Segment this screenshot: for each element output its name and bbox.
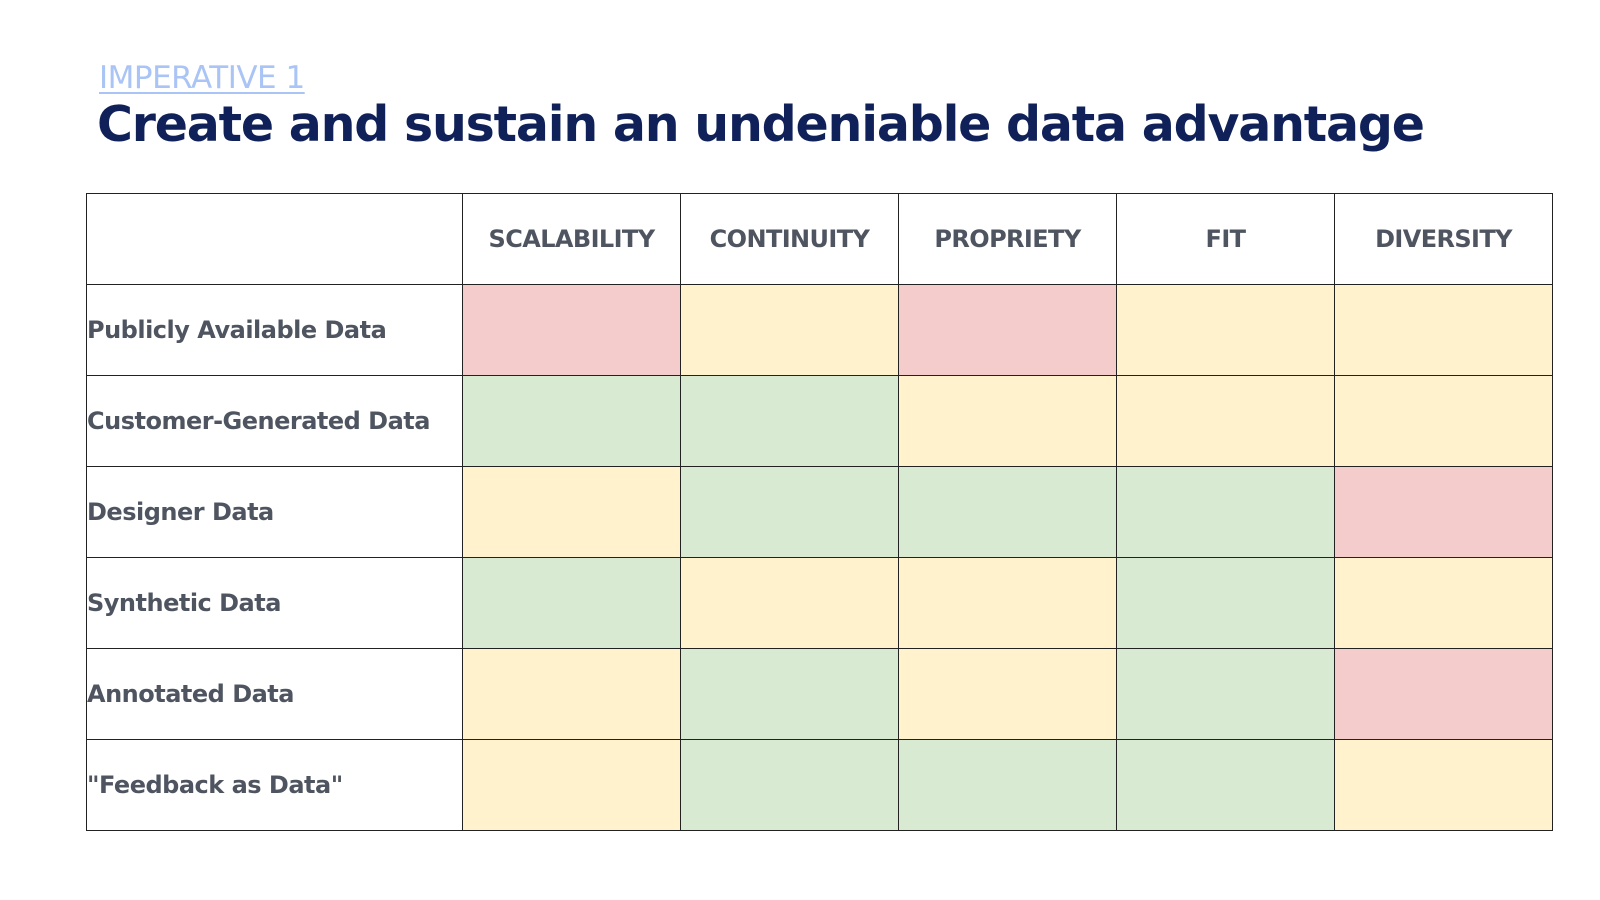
rating-cell: [1334, 739, 1553, 831]
rating-cell: [1334, 466, 1553, 558]
eyebrow-link[interactable]: IMPERATIVE 1: [99, 60, 305, 96]
rating-cell: [1116, 648, 1335, 740]
rating-cell: [462, 557, 681, 649]
rating-cell: [462, 466, 681, 558]
row-label-publicly-available-data: Publicly Available Data: [86, 284, 463, 376]
matrix-row: Annotated Data: [86, 648, 1553, 740]
rating-cell: [898, 739, 1117, 831]
rating-cell: [680, 648, 899, 740]
column-header-scalability: SCALABILITY: [462, 193, 681, 285]
matrix-row: Designer Data: [86, 466, 1553, 558]
rating-cell: [1334, 557, 1553, 649]
matrix-corner-cell: [86, 193, 463, 285]
column-header-diversity: DIVERSITY: [1334, 193, 1553, 285]
rating-cell: [680, 466, 899, 558]
row-label-synthetic-data: Synthetic Data: [86, 557, 463, 649]
rating-cell: [1334, 375, 1553, 467]
rating-cell: [462, 375, 681, 467]
matrix-row: "Feedback as Data": [86, 739, 1553, 831]
matrix-header-row: SCALABILITY CONTINUITY PROPRIETY FIT DIV…: [86, 193, 1553, 285]
column-header-continuity: CONTINUITY: [680, 193, 899, 285]
matrix-row: Publicly Available Data: [86, 284, 1553, 376]
rating-cell: [462, 739, 681, 831]
page-title: Create and sustain an undeniable data ad…: [97, 96, 1425, 153]
matrix-row: Customer-Generated Data: [86, 375, 1553, 467]
rating-cell: [898, 648, 1117, 740]
rating-cell: [680, 557, 899, 649]
rating-cell: [898, 557, 1117, 649]
matrix-row: Synthetic Data: [86, 557, 1553, 649]
rating-cell: [462, 648, 681, 740]
row-label-designer-data: Designer Data: [86, 466, 463, 558]
rating-cell: [1334, 284, 1553, 376]
rating-cell: [1116, 739, 1335, 831]
rating-cell: [898, 375, 1117, 467]
rating-cell: [1116, 284, 1335, 376]
rating-cell: [462, 284, 681, 376]
row-label-feedback-as-data: "Feedback as Data": [86, 739, 463, 831]
rating-cell: [898, 466, 1117, 558]
rating-cell: [680, 284, 899, 376]
rating-cell: [1116, 466, 1335, 558]
row-label-customer-generated-data: Customer-Generated Data: [86, 375, 463, 467]
rating-cell: [1116, 557, 1335, 649]
column-header-fit: FIT: [1116, 193, 1335, 285]
data-source-matrix: SCALABILITY CONTINUITY PROPRIETY FIT DIV…: [86, 193, 1553, 831]
row-label-annotated-data: Annotated Data: [86, 648, 463, 740]
rating-cell: [1334, 648, 1553, 740]
rating-cell: [898, 284, 1117, 376]
rating-cell: [680, 739, 899, 831]
rating-cell: [1116, 375, 1335, 467]
column-header-propriety: PROPRIETY: [898, 193, 1117, 285]
rating-cell: [680, 375, 899, 467]
